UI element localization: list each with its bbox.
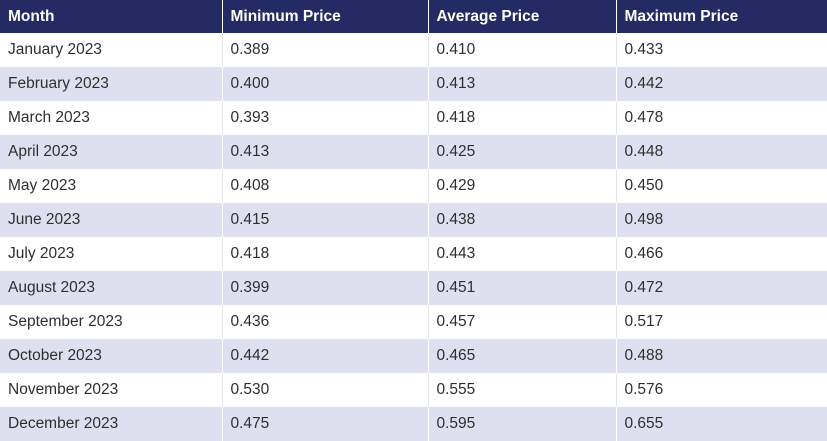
table-row: June 2023 0.415 0.438 0.498 (0, 203, 827, 237)
month-cell: December 2023 (0, 407, 223, 441)
month-cell: January 2023 (0, 33, 223, 67)
month-cell: November 2023 (0, 373, 223, 407)
average-price-cell: 0.443 (428, 237, 617, 271)
table-row: August 2023 0.399 0.451 0.472 (0, 271, 827, 305)
month-cell: June 2023 (0, 203, 223, 237)
table-header: Month Minimum Price Average Price Maximu… (0, 0, 827, 33)
minimum-price-cell: 0.442 (222, 339, 429, 373)
column-header-minimum-price: Minimum Price (222, 0, 429, 33)
month-cell: May 2023 (0, 169, 223, 203)
maximum-price-cell: 0.450 (616, 169, 827, 203)
maximum-price-cell: 0.433 (616, 33, 827, 67)
table-row: January 2023 0.389 0.410 0.433 (0, 33, 827, 67)
maximum-price-cell: 0.498 (616, 203, 827, 237)
average-price-cell: 0.465 (428, 339, 617, 373)
maximum-price-cell: 0.576 (616, 373, 827, 407)
average-price-cell: 0.410 (428, 33, 617, 67)
table-row: February 2023 0.400 0.413 0.442 (0, 67, 827, 101)
table-row: October 2023 0.442 0.465 0.488 (0, 339, 827, 373)
month-cell: July 2023 (0, 237, 223, 271)
minimum-price-cell: 0.393 (222, 101, 429, 135)
month-cell: October 2023 (0, 339, 223, 373)
maximum-price-cell: 0.442 (616, 67, 827, 101)
column-header-month: Month (0, 0, 223, 33)
maximum-price-cell: 0.472 (616, 271, 827, 305)
maximum-price-cell: 0.517 (616, 305, 827, 339)
average-price-cell: 0.418 (428, 101, 617, 135)
table-row: March 2023 0.393 0.418 0.478 (0, 101, 827, 135)
maximum-price-cell: 0.478 (616, 101, 827, 135)
average-price-cell: 0.429 (428, 169, 617, 203)
table-row: April 2023 0.413 0.425 0.448 (0, 135, 827, 169)
average-price-cell: 0.451 (428, 271, 617, 305)
maximum-price-cell: 0.488 (616, 339, 827, 373)
month-cell: April 2023 (0, 135, 223, 169)
column-header-maximum-price: Maximum Price (616, 0, 827, 33)
average-price-cell: 0.555 (428, 373, 617, 407)
maximum-price-cell: 0.448 (616, 135, 827, 169)
table-row: December 2023 0.475 0.595 0.655 (0, 407, 827, 441)
minimum-price-cell: 0.418 (222, 237, 429, 271)
average-price-cell: 0.595 (428, 407, 617, 441)
table-row: November 2023 0.530 0.555 0.576 (0, 373, 827, 407)
minimum-price-cell: 0.408 (222, 169, 429, 203)
minimum-price-cell: 0.415 (222, 203, 429, 237)
maximum-price-cell: 0.655 (616, 407, 827, 441)
average-price-cell: 0.425 (428, 135, 617, 169)
minimum-price-cell: 0.399 (222, 271, 429, 305)
table-row: July 2023 0.418 0.443 0.466 (0, 237, 827, 271)
month-cell: February 2023 (0, 67, 223, 101)
average-price-cell: 0.413 (428, 67, 617, 101)
minimum-price-cell: 0.413 (222, 135, 429, 169)
column-header-average-price: Average Price (428, 0, 617, 33)
table-row: May 2023 0.408 0.429 0.450 (0, 169, 827, 203)
table-row: September 2023 0.436 0.457 0.517 (0, 305, 827, 339)
minimum-price-cell: 0.475 (222, 407, 429, 441)
minimum-price-cell: 0.530 (222, 373, 429, 407)
month-cell: August 2023 (0, 271, 223, 305)
maximum-price-cell: 0.466 (616, 237, 827, 271)
month-cell: March 2023 (0, 101, 223, 135)
minimum-price-cell: 0.389 (222, 33, 429, 67)
average-price-cell: 0.438 (428, 203, 617, 237)
minimum-price-cell: 0.400 (222, 67, 429, 101)
minimum-price-cell: 0.436 (222, 305, 429, 339)
average-price-cell: 0.457 (428, 305, 617, 339)
table-body: January 2023 0.389 0.410 0.433 February 2023… (0, 33, 827, 441)
month-cell: September 2023 (0, 305, 223, 339)
header-row: Month Minimum Price Average Price Maximu… (0, 0, 827, 33)
